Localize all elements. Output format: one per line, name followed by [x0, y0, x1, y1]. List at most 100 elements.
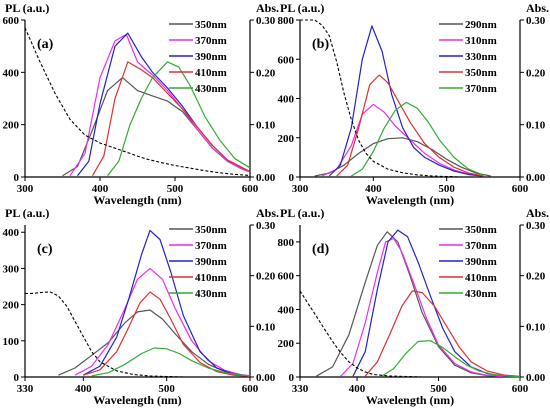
x-tick-label: 300 [17, 183, 34, 195]
series-line-350nm [316, 231, 521, 378]
series-line-370nm [74, 267, 251, 377]
series-line-330nm [328, 25, 484, 177]
series-line-350nm [58, 309, 251, 377]
y-tick-label: 300 [3, 263, 20, 275]
legend-label: 310nm [465, 35, 497, 47]
y-tick-label: 0 [289, 172, 295, 184]
series-line-350nm [336, 74, 484, 177]
y2-tick-label: 0.30 [526, 220, 546, 232]
y-tick-label: 400 [278, 94, 295, 106]
legend-label: 370nm [195, 240, 227, 252]
y-tick-label: 600 [3, 15, 20, 27]
y2-axis-label: Abs. [256, 206, 279, 220]
x-axis-label: Wavelength (nm) [93, 193, 181, 207]
y-axis-label: PL (a.u.) [5, 1, 49, 15]
x-tick-label: 330 [17, 383, 34, 395]
y-tick-label: 200 [3, 120, 20, 132]
legend-label: 370nm [195, 35, 227, 47]
series-line-370nm [350, 101, 484, 177]
x-tick-label: 300 [292, 183, 309, 195]
x-tick-label: 600 [512, 383, 529, 395]
legend-label: 390nm [195, 256, 227, 268]
y-tick-label: 400 [278, 304, 295, 316]
series-line-410nm [364, 290, 521, 377]
series-line-390nm [352, 229, 521, 378]
x-tick-label: 500 [430, 383, 447, 395]
y2-tick-label: 0.00 [526, 172, 546, 184]
legend-label: 350nm [195, 224, 227, 236]
y2-tick-label: 0.10 [526, 321, 546, 333]
y2-axis-label: Abs. [526, 1, 549, 15]
legend-label: 350nm [195, 19, 227, 31]
legend-label: 330nm [465, 51, 497, 63]
y-axis-label: PL (a.u.) [5, 206, 49, 220]
x-tick-label: 400 [75, 383, 92, 395]
y2-tick-label: 0.10 [526, 120, 546, 132]
legend-label: 290nm [465, 19, 497, 31]
y2-tick-label: 0.20 [526, 271, 546, 283]
series-line-370nm [340, 237, 504, 378]
absorption-line [300, 19, 462, 178]
y2-tick-label: 0.20 [256, 67, 276, 79]
y-tick-label: 0 [14, 172, 20, 184]
absorption-line [25, 291, 209, 378]
y-tick-label: 800 [278, 15, 295, 27]
x-axis-label: Wavelength (nm) [366, 193, 454, 207]
y-tick-label: 0 [289, 372, 295, 384]
y-tick-label: 100 [3, 336, 20, 348]
x-tick-label: 500 [167, 183, 184, 195]
x-axis-label: Wavelength (nm) [93, 393, 181, 407]
y-tick-label: 800 [278, 237, 295, 249]
chart-panel-2: 300 400 500 600 0 200 400 600 800 0.00 0.10 0.20 0.3… [278, 1, 550, 207]
y2-tick-label: 0.30 [526, 15, 546, 27]
x-tick-label: 330 [292, 383, 309, 395]
x-tick-label: 400 [349, 383, 366, 395]
legend-label: 410nm [195, 67, 227, 79]
y-axis-label: PL (a.u.) [280, 1, 324, 15]
y-tick-label: 200 [3, 300, 20, 312]
x-tick-label: 600 [242, 383, 259, 395]
y2-tick-label: 0.00 [526, 372, 546, 384]
y2-tick-label: 0.00 [256, 172, 276, 184]
y-tick-label: 400 [3, 227, 20, 239]
legend-label: 430nm [195, 288, 227, 300]
legend-label: 410nm [195, 272, 227, 284]
series-line-410nm [83, 291, 251, 377]
y-tick-label: 600 [278, 54, 295, 66]
panel-label: (c) [37, 242, 53, 257]
x-tick-label: 600 [242, 183, 259, 195]
x-tick-label: 400 [92, 183, 109, 195]
y-tick-label: 600 [278, 271, 295, 283]
x-tick-label: 600 [512, 183, 529, 195]
legend-label: 410nm [465, 272, 497, 284]
y-axis-label: PL (a.u.) [280, 206, 324, 220]
series-line-310nm [321, 103, 484, 177]
series-line-430nm [107, 61, 251, 177]
y2-tick-label: 0.10 [256, 321, 276, 333]
absorption-line [299, 290, 439, 378]
series-line-410nm [91, 61, 251, 176]
x-tick-label: 400 [365, 183, 382, 195]
panel-label: (a) [37, 37, 54, 52]
x-tick-label: 500 [438, 183, 455, 195]
series-line-290nm [314, 137, 491, 177]
legend-label: 430nm [465, 288, 497, 300]
series-line-430nm [91, 347, 251, 377]
legend-label: 370nm [465, 240, 497, 252]
panel-label: (d) [312, 242, 329, 257]
legend-label: 430nm [195, 83, 227, 95]
x-tick-label: 500 [158, 383, 175, 395]
absorption-line [24, 27, 251, 176]
y-tick-label: 400 [3, 67, 20, 79]
chart-panel-1: 300 400 500 60002004006000.000.100.200.30Wa… [3, 1, 280, 207]
y2-tick-label: 0.00 [256, 372, 276, 384]
y2-tick-label: 0.30 [256, 220, 276, 232]
y2-axis-label: Abs. [526, 206, 549, 220]
legend-label: 350nm [465, 224, 497, 236]
series-line-370nm [69, 33, 251, 177]
x-axis-label: Wavelength (nm) [366, 393, 454, 407]
panel-label: (b) [312, 37, 329, 52]
chart-panel-4: 330 400 500 600 0 200 400 600 800 0.00 0.10 0.20 0.3… [278, 206, 550, 407]
y2-tick-label: 0.30 [256, 15, 276, 27]
series-line-430nm [381, 340, 521, 378]
